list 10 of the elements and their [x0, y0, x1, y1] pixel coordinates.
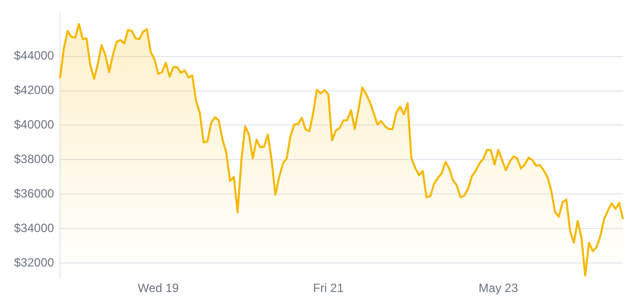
y-tick-label: $34000	[14, 220, 54, 235]
y-tick-label: $38000	[14, 152, 54, 166]
y-tick-label: $32000	[14, 255, 54, 270]
y-tick-label: $40000	[14, 118, 54, 132]
x-tick-label: Fri 21	[312, 281, 344, 296]
x-tick-label: Wed 19	[138, 281, 180, 296]
y-tick-label: $42000	[14, 83, 54, 98]
y-tick-label: $44000	[14, 48, 54, 63]
x-tick-label: May 23	[478, 281, 518, 296]
y-tick-label: $36000	[14, 186, 54, 200]
